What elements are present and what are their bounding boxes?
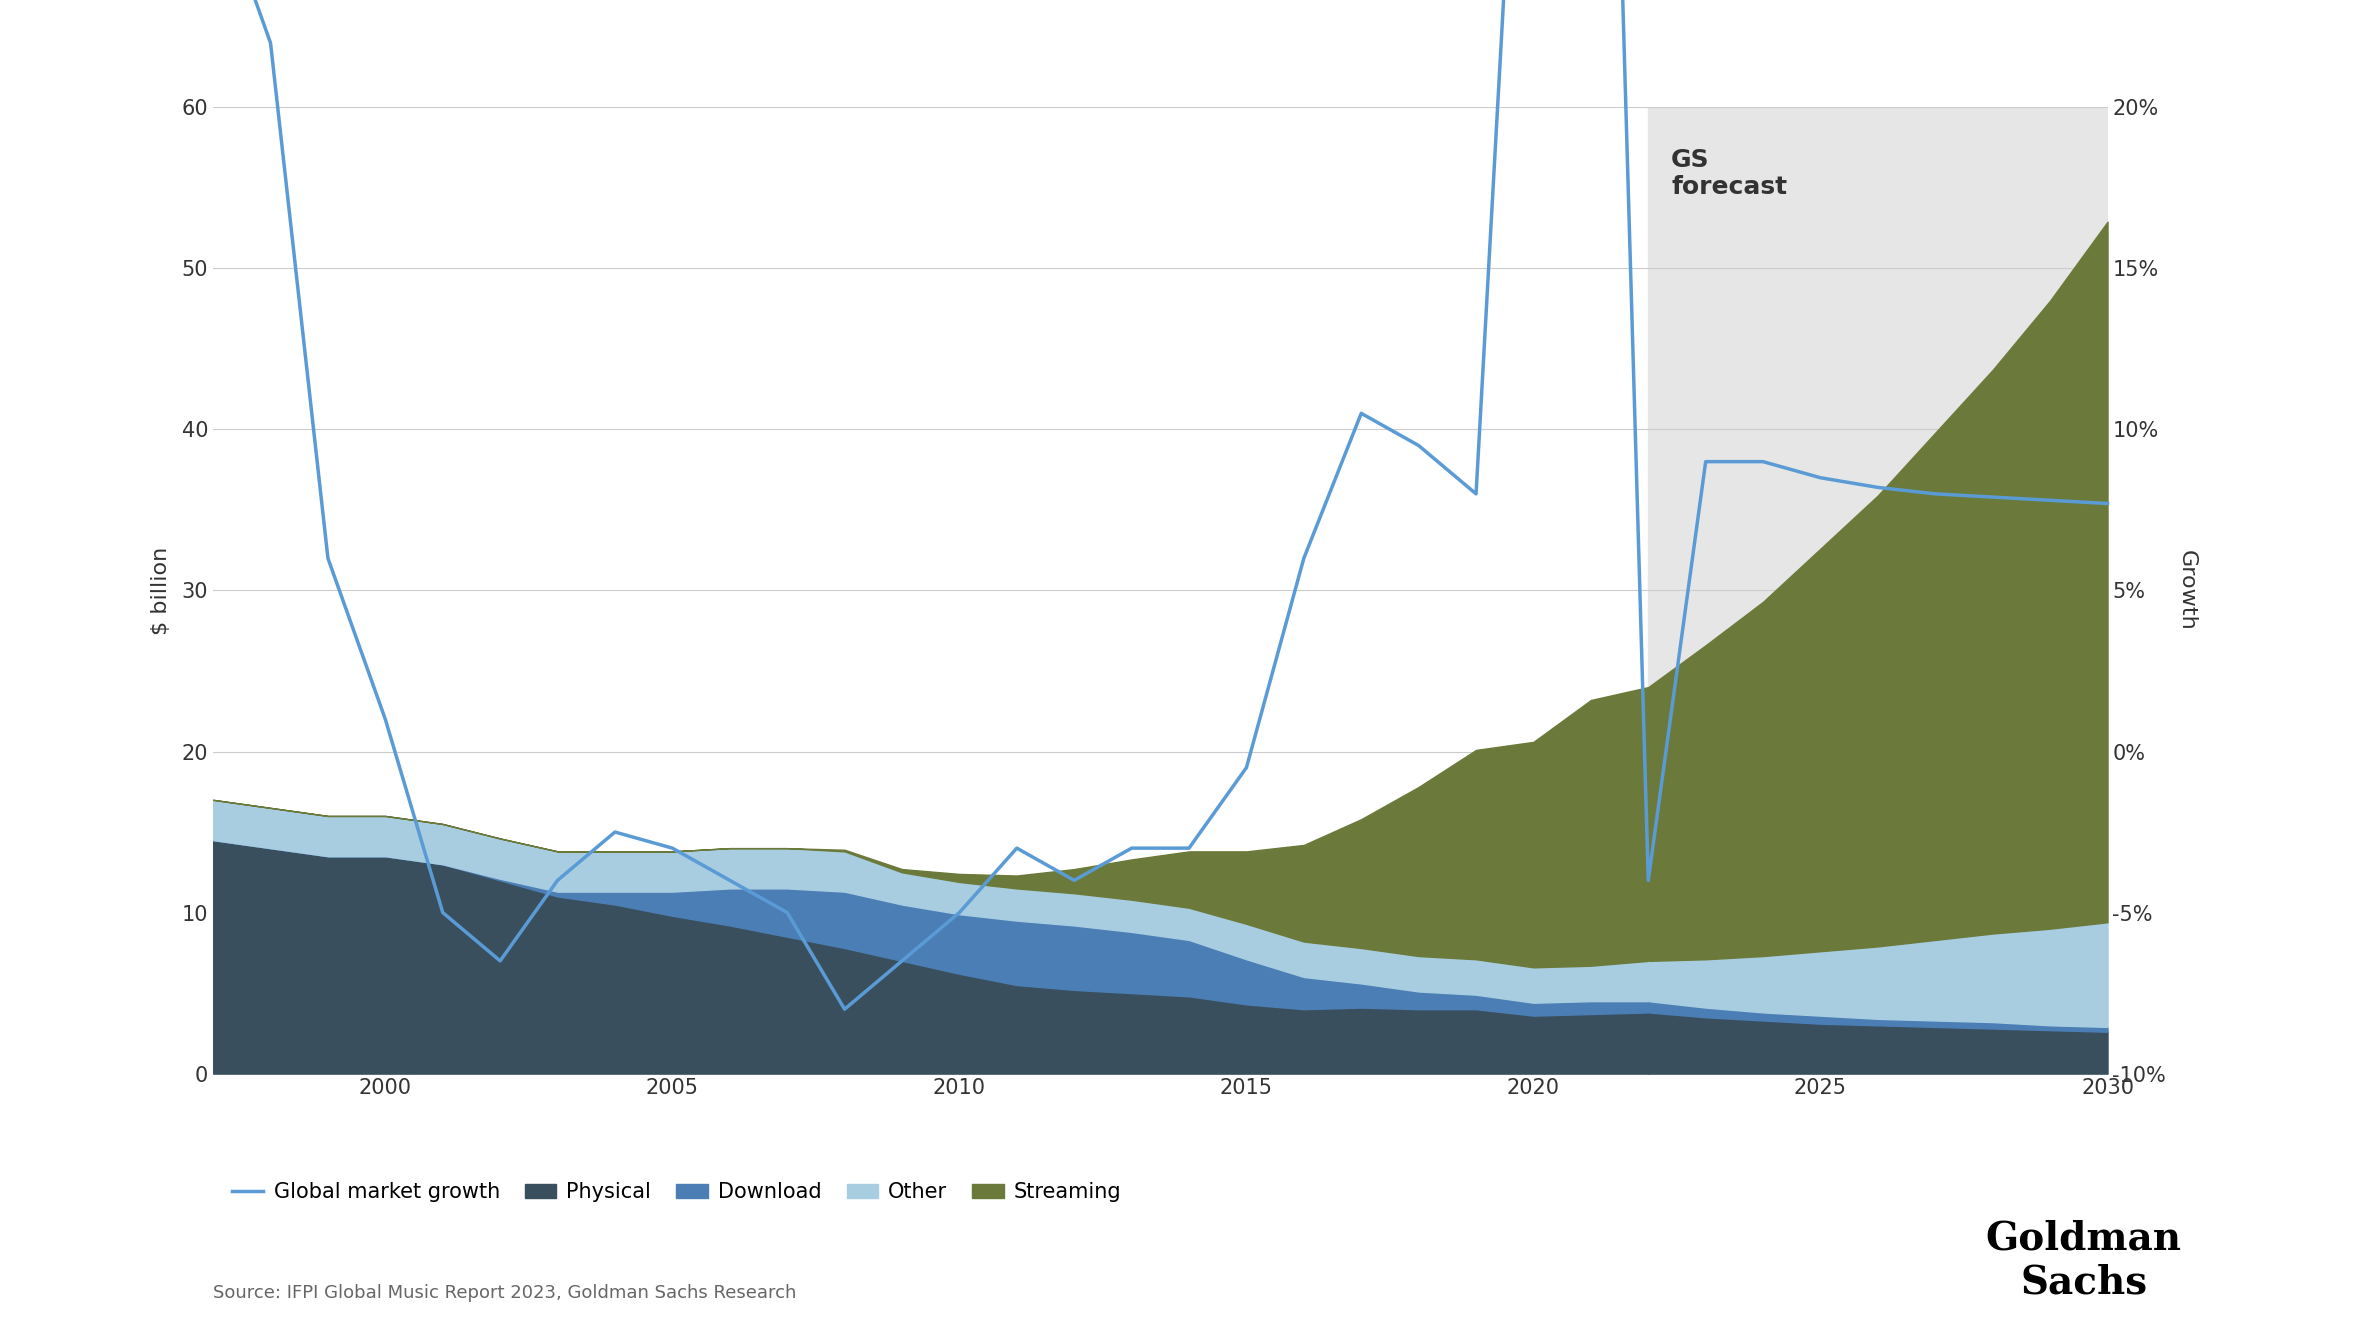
Text: GS
forecast: GS forecast <box>1672 148 1788 200</box>
Bar <box>1648 107 2108 1074</box>
Text: Source: IFPI Global Music Report 2023, Goldman Sachs Research: Source: IFPI Global Music Report 2023, G… <box>213 1284 796 1302</box>
Y-axis label: Growth: Growth <box>2176 550 2198 631</box>
Legend: Global market growth, Physical, Download, Other, Streaming: Global market growth, Physical, Download… <box>223 1174 1130 1210</box>
Y-axis label: $ billion: $ billion <box>152 546 170 635</box>
Text: Goldman
Sachs: Goldman Sachs <box>1987 1220 2181 1302</box>
